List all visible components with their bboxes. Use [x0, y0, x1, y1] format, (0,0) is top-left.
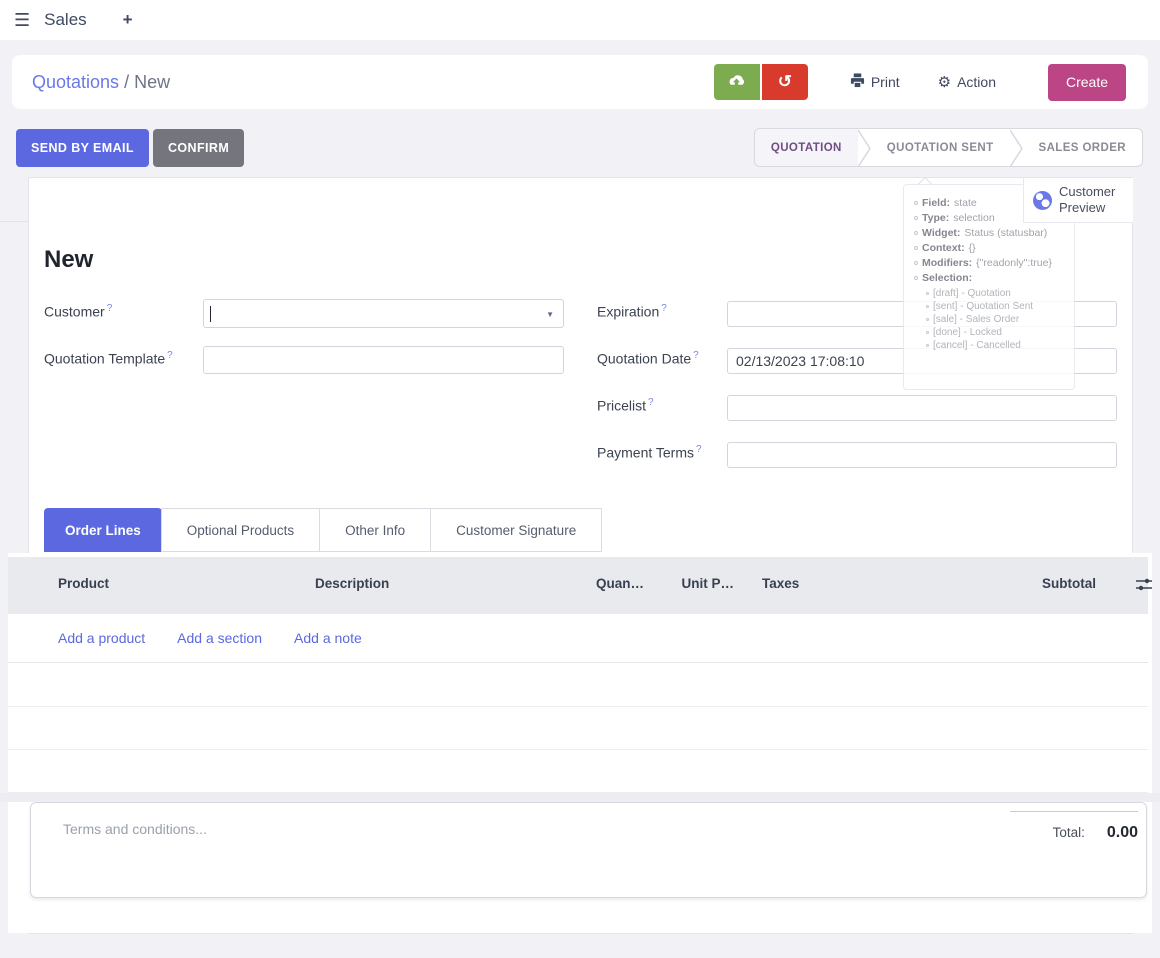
row-separator	[8, 749, 1148, 750]
customer-preview-label: Customer Preview	[1059, 184, 1116, 215]
cloud-upload-icon	[727, 73, 746, 91]
order-lines-row-actions: Add a product Add a section Add a note	[8, 614, 1148, 663]
print-button[interactable]: Print	[850, 73, 900, 91]
text-cursor	[210, 306, 211, 322]
breadcrumb-separator: /	[124, 71, 130, 92]
action-label: Action	[957, 74, 996, 90]
printer-icon	[850, 73, 865, 91]
notebook-tabs: Order Lines Optional Products Other Info…	[44, 508, 603, 552]
terms-and-total-box: Terms and conditions... Total: 0.00	[30, 802, 1147, 898]
column-header-subtotal: Subtotal	[1042, 576, 1096, 591]
status-step-sales-order[interactable]: SALES ORDER	[1038, 141, 1126, 154]
tab-order-lines[interactable]: Order Lines	[44, 508, 162, 552]
chevron-separator-icon	[1009, 129, 1023, 166]
add-a-product-link[interactable]: Add a product	[58, 630, 146, 646]
help-marker: ?	[648, 397, 654, 408]
field-debug-tooltip: Field: state Type: selection Widget: Status…	[903, 184, 1075, 390]
new-tab-plus-icon[interactable]: +	[122, 10, 133, 29]
hamburger-menu-icon[interactable]: ☰	[14, 9, 31, 30]
status-pipeline: QUOTATION QUOTATION SENT SALES ORDER	[753, 128, 1143, 167]
action-button[interactable]: ⚙ Action	[938, 73, 996, 91]
control-panel: Quotations / New ↺ Print ⚙ Action Create	[12, 55, 1148, 109]
tooltip-selection-list: [draft] - Quotation [sent] - Quotation S…	[926, 288, 1064, 351]
add-a-note-link[interactable]: Add a note	[294, 630, 362, 646]
tab-customer-signature[interactable]: Customer Signature	[430, 508, 603, 552]
help-marker: ?	[167, 350, 173, 361]
column-header-quantity: Quan…	[595, 576, 644, 591]
send-by-email-button[interactable]: SEND BY EMAIL	[16, 129, 149, 167]
record-title: New	[44, 246, 94, 273]
total-divider	[1010, 811, 1138, 812]
expiration-field-label: Expiration?	[597, 303, 667, 320]
column-header-description: Description	[315, 576, 390, 591]
chevron-separator-icon	[857, 129, 871, 166]
help-marker: ?	[696, 444, 702, 455]
globe-icon	[1033, 190, 1052, 210]
app-title[interactable]: Sales	[44, 10, 87, 29]
breadcrumb: Quotations / New	[32, 72, 170, 93]
row-separator	[8, 706, 1148, 707]
status-step-quotation[interactable]: QUOTATION	[754, 129, 858, 166]
footer-strip	[0, 793, 1160, 802]
help-marker: ?	[661, 303, 667, 314]
column-header-taxes: Taxes	[762, 576, 800, 591]
help-marker: ?	[106, 303, 113, 314]
dropdown-caret-icon[interactable]: ▼	[546, 310, 554, 319]
customer-field-label: Customer?	[44, 303, 113, 320]
total-value: 0.00	[1106, 824, 1138, 841]
payment-terms-input[interactable]	[727, 442, 1117, 468]
confirm-button[interactable]: CONFIRM	[153, 129, 245, 167]
row-separator	[8, 792, 1148, 793]
undo-icon: ↺	[777, 72, 792, 91]
create-button[interactable]: Create	[1048, 63, 1126, 101]
tab-other-info[interactable]: Other Info	[319, 508, 432, 552]
gear-icon: ⚙	[937, 74, 952, 91]
quotation-template-field-label: Quotation Template?	[44, 350, 173, 367]
total-label: Total:	[1052, 825, 1085, 840]
help-marker: ?	[693, 350, 699, 361]
pricelist-input[interactable]	[727, 395, 1117, 421]
column-header-unit-price: Unit P…	[681, 576, 735, 591]
payment-terms-field-label: Payment Terms?	[597, 444, 702, 461]
order-lines-header: Product Description Quan… Unit P… Taxes …	[8, 557, 1152, 614]
save-upload-button[interactable]	[713, 64, 760, 100]
pricelist-field-label: Pricelist?	[597, 397, 654, 414]
tab-optional-products[interactable]: Optional Products	[160, 508, 321, 552]
quotation-template-input[interactable]	[203, 346, 564, 374]
print-label: Print	[870, 74, 900, 90]
customer-input[interactable]: ▼	[203, 299, 564, 328]
breadcrumb-current: New	[134, 71, 171, 92]
control-panel-buttons: ↺ Print ⚙ Action Create	[713, 63, 1126, 101]
top-nav-bar: ☰ Sales +	[0, 0, 1160, 40]
terms-textarea[interactable]: Terms and conditions...	[63, 821, 207, 837]
statusbar-border-stub	[0, 221, 28, 222]
column-header-product: Product	[58, 576, 110, 591]
add-a-section-link[interactable]: Add a section	[177, 630, 263, 646]
optional-columns-toggle-icon[interactable]	[1136, 577, 1152, 597]
customer-preview-button[interactable]: Customer Preview	[1023, 178, 1133, 223]
discard-button[interactable]: ↺	[761, 64, 808, 100]
totals-block: Total: 0.00	[1010, 811, 1138, 842]
status-step-quotation-sent[interactable]: QUOTATION SENT	[886, 141, 994, 154]
quotation-date-field-label: Quotation Date?	[597, 350, 699, 367]
breadcrumb-quotations-link[interactable]: Quotations	[32, 71, 120, 92]
